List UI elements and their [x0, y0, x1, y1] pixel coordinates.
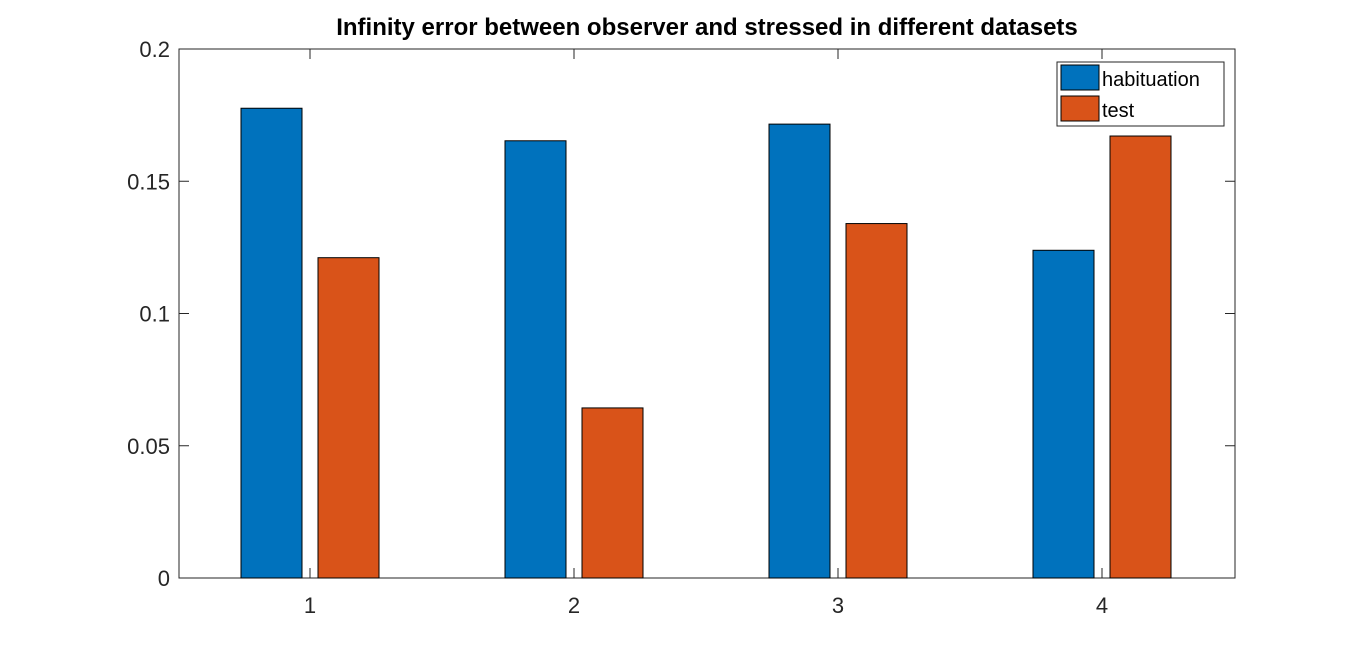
legend-label-habituation: habituation — [1102, 69, 1200, 91]
chart-title: Infinity error between observer and stre… — [336, 14, 1078, 41]
bar-test-3 — [845, 223, 908, 579]
y-tick-label: 0.1 — [139, 302, 170, 327]
bar-habituation-1 — [240, 107, 303, 579]
legend-label-test: test — [1102, 100, 1135, 122]
bar-habituation-4 — [1032, 249, 1095, 579]
x-tick-label: 3 — [832, 593, 844, 618]
y-tick-label: 0.2 — [139, 37, 170, 62]
plot-area: 0 0.05 0.1 0.15 0.2 1 2 3 4 — [127, 37, 1236, 618]
legend-swatch-test — [1060, 95, 1100, 122]
bar-habituation-3 — [768, 123, 831, 579]
x-tick-label: 4 — [1096, 593, 1108, 618]
bar-test-2 — [581, 407, 644, 579]
x-tick-label: 1 — [304, 593, 316, 618]
y-tick-label: 0.05 — [127, 434, 170, 459]
y-tick-label: 0.15 — [127, 169, 170, 194]
bar-habituation-2 — [504, 140, 567, 579]
bar-test-1 — [317, 257, 380, 579]
bar-test-4 — [1109, 135, 1172, 579]
legend: habituation test — [1056, 61, 1225, 127]
legend-swatch-habituation — [1060, 64, 1100, 91]
x-tick-label: 2 — [568, 593, 580, 618]
y-tick-label: 0 — [158, 566, 170, 591]
